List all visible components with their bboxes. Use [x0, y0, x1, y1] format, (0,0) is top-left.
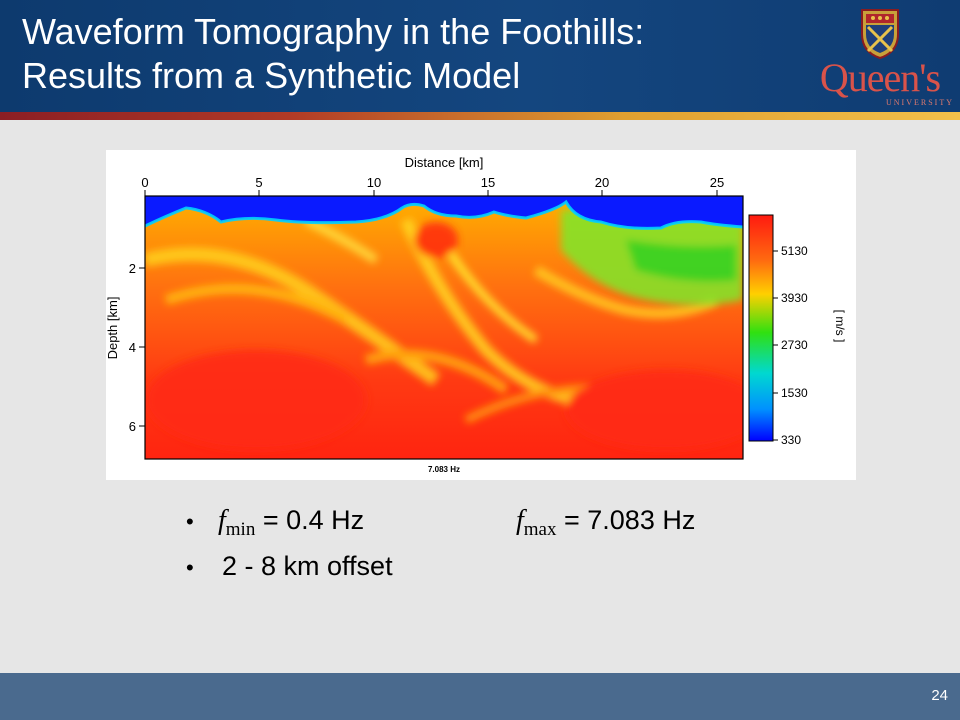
title-line-2: Results from a Synthetic Model [22, 55, 521, 96]
bullet-marker: • [186, 509, 194, 534]
queens-university-logo: Queen's UNIVERSITY [806, 8, 954, 107]
bullet-marker: • [186, 555, 194, 580]
page-number: 24 [931, 687, 948, 704]
bullet-list: • fmin = 0.4 Hz fmax = 7.083 Hz • 2 - 8 … [186, 505, 806, 597]
x-tick-label: 5 [255, 175, 262, 190]
colorbar-unit-label: [ m/s ] [833, 310, 847, 343]
crest-icon [861, 9, 899, 60]
x-tick-label: 15 [481, 175, 495, 190]
offset-statement: 2 - 8 km offset [222, 551, 393, 581]
velocity-field [145, 196, 743, 459]
fmin-statement: fmin = 0.4 Hz [218, 505, 364, 541]
fmax-statement: fmax = 7.083 Hz [516, 505, 695, 541]
fmax-symbol: f [516, 505, 524, 536]
fmin-subscript: min [225, 519, 256, 540]
fmax-subscript: max [523, 519, 557, 540]
x-tick-label: 10 [367, 175, 381, 190]
logo-wordmark: Queen's [819, 55, 941, 100]
velocity-model-figure: 0 5 10 15 20 25 Distance [km] 2 4 6 Dept… [106, 150, 856, 480]
slide-header [0, 0, 960, 112]
header-accent-stripe [0, 112, 960, 120]
list-item: • 2 - 8 km offset [186, 551, 806, 597]
fmax-value: = 7.083 Hz [556, 505, 696, 535]
fmin-value: = 0.4 Hz [255, 505, 365, 535]
y-axis-title: Depth [km] [106, 297, 120, 360]
x-axis-title: Distance [km] [405, 155, 484, 170]
y-tick-label: 2 [129, 261, 136, 276]
y-tick-label: 4 [129, 340, 136, 355]
frequency-caption: 7.083 Hz [428, 465, 460, 474]
title-line-1: Waveform Tomography in the Foothills: [22, 11, 645, 52]
list-item: • fmin = 0.4 Hz fmax = 7.083 Hz [186, 505, 806, 551]
fmin-symbol: f [218, 505, 226, 536]
plot-frame [144, 195, 744, 460]
colorbar-ticks: 5130 3930 2730 1530 330 [773, 244, 808, 447]
colorbar-tick-label: 5130 [781, 244, 808, 258]
y-axis-ticks: 2 4 6 [129, 261, 145, 434]
x-tick-label: 0 [141, 175, 148, 190]
colorbar-tick-label: 3930 [781, 291, 808, 305]
colorbar-tick-label: 2730 [781, 338, 808, 352]
colorbar-tick-label: 1530 [781, 386, 808, 400]
low-velocity-zone [561, 208, 743, 305]
x-tick-label: 25 [710, 175, 724, 190]
y-tick-label: 6 [129, 419, 136, 434]
x-axis-ticks: 0 5 10 15 20 25 [141, 175, 724, 196]
x-tick-label: 20 [595, 175, 609, 190]
colorbar-tick-label: 330 [781, 433, 801, 447]
logo-subtext: UNIVERSITY [886, 98, 954, 107]
velocity-model-plot: 0 5 10 15 20 25 Distance [km] 2 4 6 Dept… [106, 155, 847, 474]
slide-footer: 24 [0, 673, 960, 720]
slide-title: Waveform Tomography in the Foothills: Re… [22, 10, 782, 98]
colorbar [748, 214, 774, 442]
